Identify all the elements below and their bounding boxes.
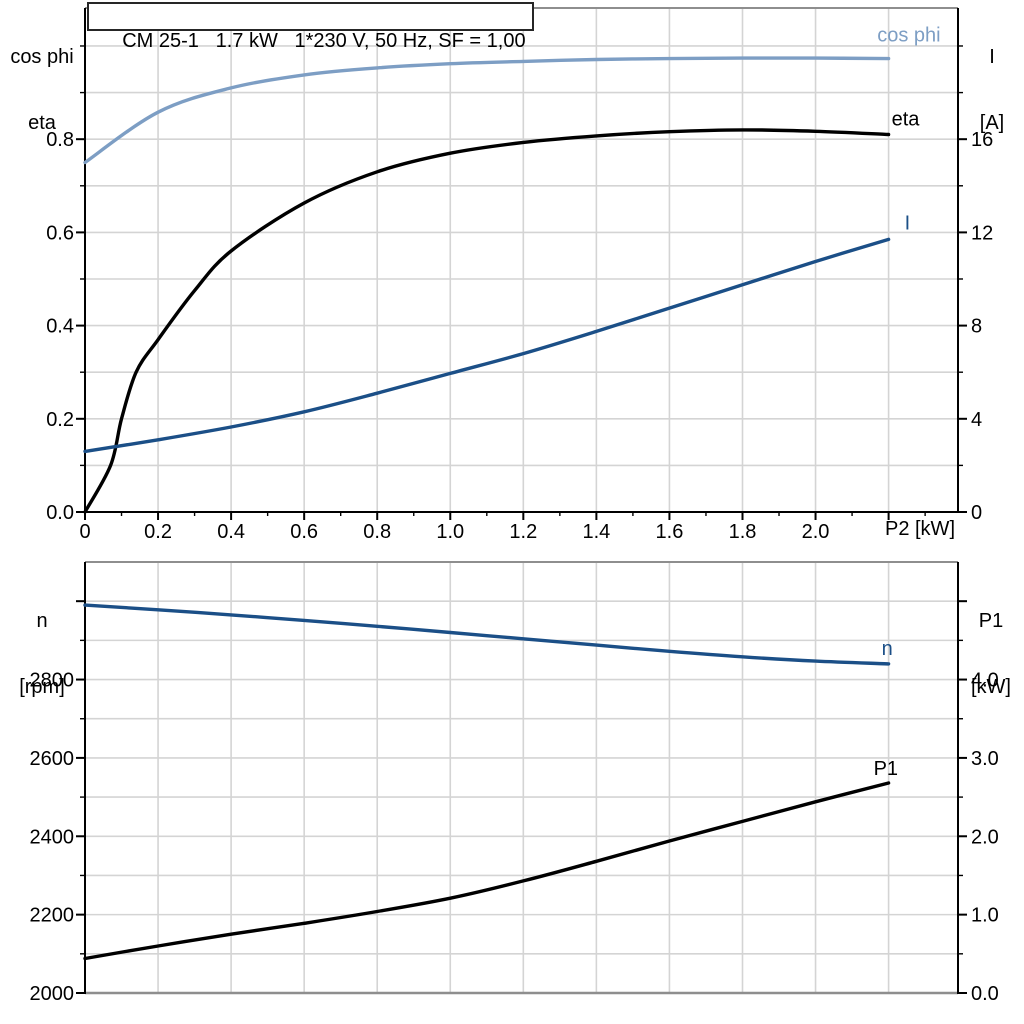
right-axis-tick-label: 16 [971,129,993,151]
curve-cos-phi [83,56,891,165]
right-axis-title-top: I [A] [960,2,1024,178]
x-axis-tick-label: 1.2 [509,521,537,543]
curve-label-i: I [905,212,911,234]
left-axis-title-line1: n [36,610,48,632]
x-axis-tick-label: 1.4 [582,521,610,543]
right-axis-tick-label: 4 [971,409,982,431]
right-axis-tick-label: 12 [971,222,993,244]
x-axis-tick-label: 2.0 [802,521,830,543]
left-axis-tick-label: 2600 [30,748,75,770]
chart-title: CM 25-1 1.7 kW 1*230 V, 50 Hz, SF = 1,00 [122,30,526,52]
curve-n [83,603,891,666]
curve-label-p1: P1 [874,758,898,780]
left-axis-title-top: cos phi eta [0,2,84,178]
panel-bottom-chart: 2000 2200 2400 2600 2800 0.0 1.0 2.0 3.0 4.0 n P1 [30,561,999,1005]
curve-label-n: n [882,638,893,660]
left-axis-tick-label: 2200 [30,905,75,927]
chart-title-box: CM 25-1 1.7 kW 1*230 V, 50 Hz, SF = 1,00 [87,2,534,52]
x-axis-tick-label: 0.6 [290,521,318,543]
x-axis-tick-label: 0.2 [144,521,172,543]
left-axis-title-bottom: n [rpm] [0,566,84,742]
right-axis-tick-label: 0.0 [971,983,999,1005]
right-axis-tick-label: 0 [971,502,982,524]
left-axis-title-line1: cos phi [10,46,74,68]
x-axis-tick-label: 1.6 [656,521,684,543]
curve-p1 [83,781,891,961]
x-axis-tick-label: 1.8 [729,521,757,543]
left-axis-tick-label: 0.0 [46,502,74,524]
x-axis-tick-label: 0 [79,521,90,543]
x-axis-unit-label: P2 [kW] [884,518,955,540]
left-axis-tick-label: 2800 [30,670,75,692]
right-axis-tick-label: 1.0 [971,905,999,927]
left-axis-tick-label: 0.2 [46,409,74,431]
left-axis-tick-label: 2400 [30,826,75,848]
panel-top-chart: 0.0 0.2 0.4 0.6 0.8 0 4 8 12 16 0 0.2 0.4 0.6 0.8 1.0 1.… [46,7,993,543]
left-axis-title-line2: eta [28,112,56,134]
right-axis-title-line1: P1 [978,610,1004,632]
right-axis-tick-label: 3.0 [971,748,999,770]
right-axis-tick-label: 4.0 [971,670,999,692]
left-axis-title-line2: [rpm] [19,676,65,698]
right-axis-title-line2: [kW] [971,676,1011,698]
x-axis-tick-label: 0.8 [363,521,391,543]
right-axis-title-bottom: P1 [kW] [958,566,1024,742]
curve-eta [83,128,891,514]
x-axis-tick-label: 0.4 [217,521,245,543]
left-axis-tick-label: 0.8 [46,129,74,151]
right-axis-tick-label: 8 [971,316,982,338]
left-axis-tick-label: 0.6 [46,222,74,244]
x-axis-tick-label: 1.0 [436,521,464,543]
curve-label-eta: eta [892,109,921,131]
right-axis-title-line2: [A] [979,112,1005,134]
right-axis-tick-label: 2.0 [971,826,999,848]
curve-label-cos-phi: cos phi [877,25,940,47]
left-axis-tick-label: 2000 [30,983,75,1005]
curve-i [83,237,891,454]
left-axis-tick-label: 0.4 [46,316,74,338]
right-axis-title-line1: I [989,46,995,68]
